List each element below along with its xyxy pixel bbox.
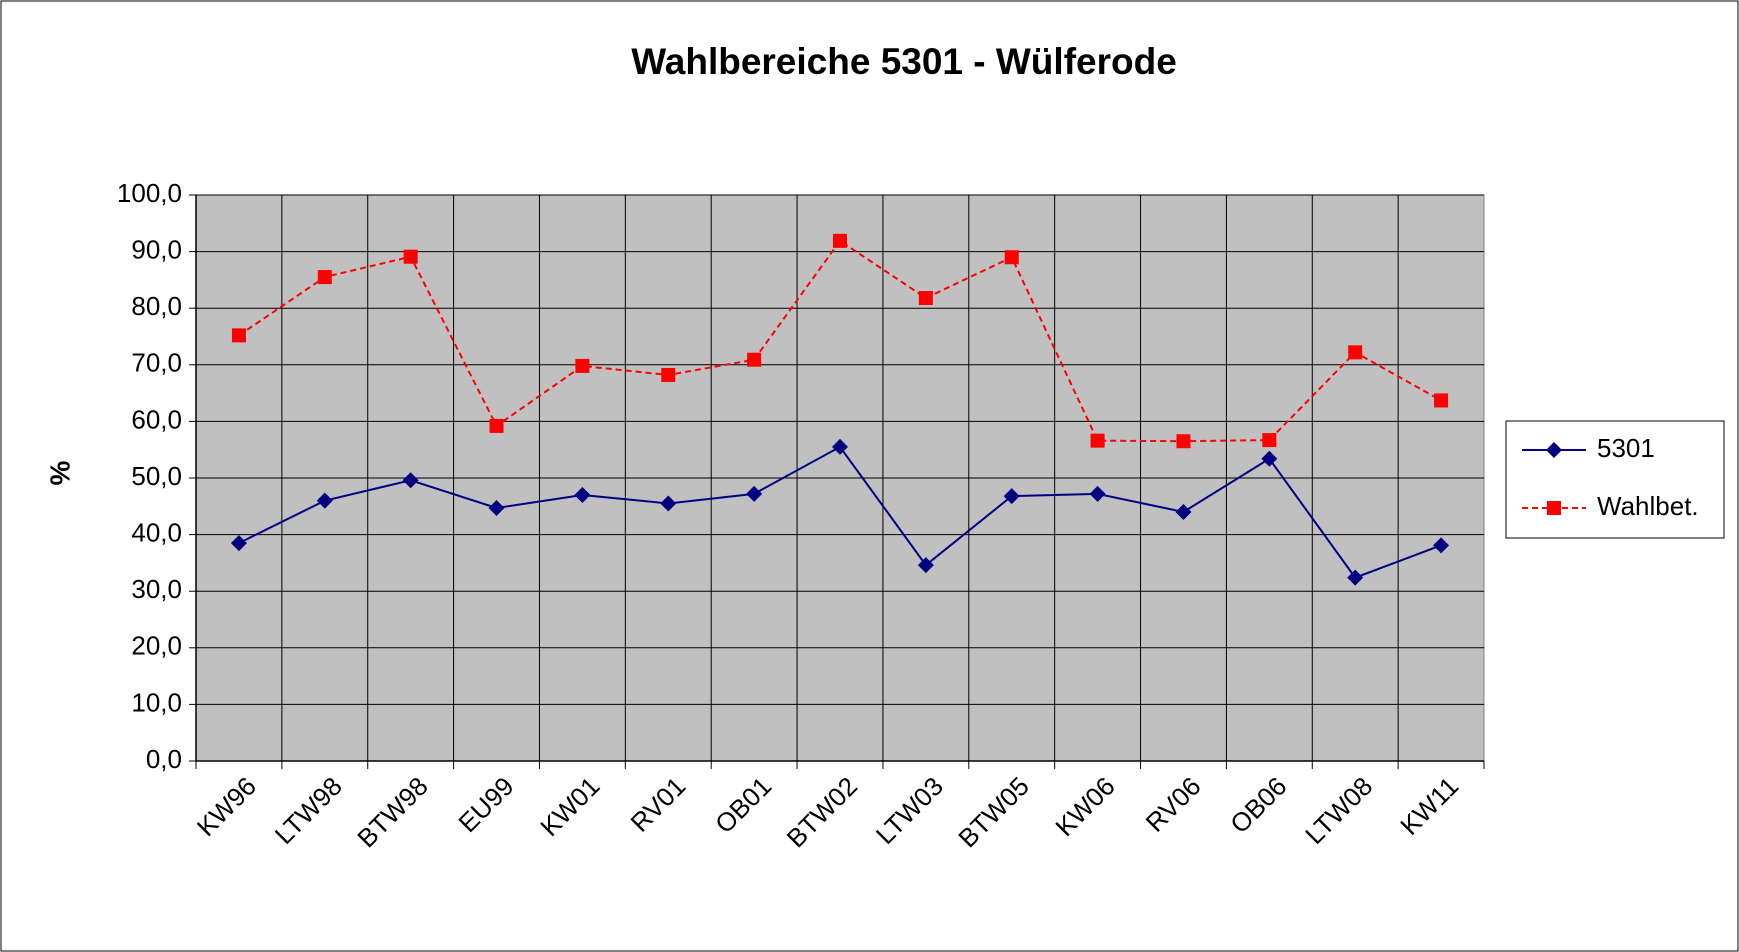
data-point xyxy=(1176,434,1191,449)
y-tick-label: 0,0 xyxy=(146,744,182,774)
data-point xyxy=(918,291,933,306)
legend-box xyxy=(1505,420,1725,539)
data-point xyxy=(747,352,762,367)
data-point xyxy=(1348,345,1363,360)
data-point xyxy=(230,535,247,552)
y-tick-label: 10,0 xyxy=(131,687,182,717)
data-point xyxy=(402,472,419,489)
data-point xyxy=(488,499,505,516)
data-point xyxy=(574,486,591,503)
y-tick-label: 40,0 xyxy=(131,517,182,547)
legend-label: 5301 xyxy=(1597,433,1655,463)
y-tick-label: 90,0 xyxy=(131,234,182,264)
y-tick-label: 80,0 xyxy=(131,291,182,321)
data-point xyxy=(833,233,847,248)
data-point xyxy=(1089,485,1106,502)
y-axis-label: % xyxy=(44,460,75,485)
legend-marker xyxy=(1546,442,1562,458)
data-point xyxy=(489,418,504,433)
y-tick-label: 70,0 xyxy=(131,348,182,378)
data-point xyxy=(1003,488,1020,505)
data-point xyxy=(316,492,333,509)
data-point xyxy=(832,438,848,455)
y-tick-label: 100,0 xyxy=(117,178,182,208)
y-tick-label: 50,0 xyxy=(131,461,182,491)
y-tick-label: 60,0 xyxy=(131,404,182,434)
legend-marker xyxy=(1547,501,1561,515)
data-point xyxy=(1090,433,1105,448)
y-tick-label: 20,0 xyxy=(131,631,182,661)
data-point xyxy=(403,249,418,264)
data-point xyxy=(917,557,934,574)
data-point xyxy=(575,358,590,373)
data-point xyxy=(746,485,763,502)
data-point xyxy=(1261,450,1278,467)
data-point xyxy=(660,495,677,512)
data-point xyxy=(1004,250,1019,265)
data-point xyxy=(1262,433,1277,448)
data-point xyxy=(1175,503,1192,520)
legend-label: Wahlbet. xyxy=(1597,491,1699,521)
y-tick-label: 30,0 xyxy=(131,574,182,604)
data-point xyxy=(1434,393,1449,408)
data-point xyxy=(231,328,246,343)
data-point xyxy=(1433,537,1450,554)
data-point xyxy=(1347,569,1364,586)
series-line xyxy=(238,239,1442,443)
chart-title: Wahlbereiche 5301 - Wülferode xyxy=(631,41,1177,82)
data-point xyxy=(317,270,332,285)
data-point xyxy=(661,367,676,382)
